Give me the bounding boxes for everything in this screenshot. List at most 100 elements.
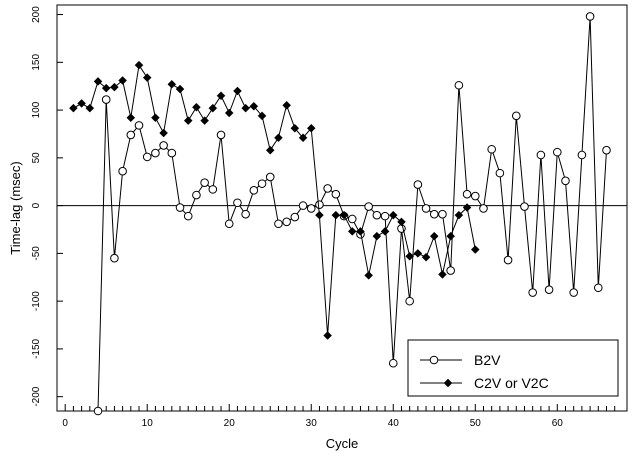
- data-point-c2v: [200, 116, 209, 125]
- data-point-b2v: [413, 180, 423, 189]
- data-point-b2v: [405, 296, 414, 306]
- legend-box: [407, 339, 619, 397]
- data-point-b2v: [323, 184, 332, 193]
- data-point-b2v: [216, 130, 226, 140]
- data-point-b2v: [503, 255, 513, 265]
- x-axis: 0 10 20 30 40 50 60: [62, 404, 616, 429]
- data-point-b2v: [528, 288, 537, 297]
- x-tick-label: 0: [62, 418, 68, 429]
- y-tick-label: 150: [31, 54, 42, 71]
- data-point-b2v: [577, 150, 587, 160]
- data-point-b2v: [183, 211, 193, 221]
- data-point-c2v: [282, 100, 291, 110]
- data-point-c2v: [101, 83, 111, 93]
- data-point-c2v: [167, 79, 177, 89]
- data-point-b2v: [429, 209, 439, 219]
- data-point-c2v: [421, 252, 431, 262]
- data-point-b2v: [265, 172, 275, 182]
- data-point-c2v: [372, 231, 382, 241]
- data-point-b2v: [249, 186, 259, 195]
- data-point-b2v: [110, 253, 119, 263]
- x-tick-label: 10: [142, 418, 154, 429]
- data-point-c2v: [388, 210, 398, 220]
- legend-label-b2v: B2V: [474, 352, 501, 368]
- data-point-c2v: [347, 227, 357, 236]
- data-point-c2v: [413, 249, 423, 258]
- x-tick-label: 20: [224, 418, 236, 429]
- data-point-b2v: [101, 95, 111, 104]
- data-point-b2v: [208, 185, 218, 194]
- data-point-c2v: [249, 101, 259, 111]
- data-point-b2v: [585, 12, 595, 21]
- x-tick-label: 50: [470, 418, 482, 429]
- data-point-b2v: [315, 200, 324, 209]
- data-point-b2v: [593, 283, 603, 293]
- data-point-b2v: [569, 288, 578, 297]
- data-point-b2v: [552, 147, 562, 157]
- data-point-b2v: [462, 189, 472, 199]
- y-tick-label: -50: [31, 246, 42, 261]
- data-point-c2v: [429, 231, 439, 241]
- data-point-c2v: [290, 123, 300, 133]
- data-point-b2v: [126, 130, 136, 140]
- y-axis: -200 -150 -100 -50 0 50 100 150 200: [31, 6, 63, 407]
- data-point-b2v: [421, 204, 431, 213]
- data-point-c2v: [339, 210, 349, 220]
- data-point-b2v: [257, 179, 267, 188]
- data-point-b2v: [306, 204, 316, 213]
- y-tick-label: -100: [31, 291, 42, 311]
- data-point-c2v: [151, 113, 160, 123]
- data-point-b2v: [93, 406, 103, 416]
- data-point-c2v: [298, 133, 308, 143]
- data-point-c2v: [224, 108, 234, 118]
- data-point-c2v: [134, 60, 144, 70]
- data-point-c2v: [438, 270, 447, 279]
- data-point-c2v: [454, 210, 464, 220]
- legend-marker-c2v: [443, 378, 453, 388]
- data-point-b2v: [487, 144, 496, 154]
- data-point-c2v: [241, 103, 250, 113]
- data-point-c2v: [265, 145, 275, 155]
- data-point-b2v: [192, 190, 201, 200]
- data-point-b2v: [470, 191, 480, 201]
- data-point-b2v: [380, 211, 390, 221]
- y-tick-label: 0: [31, 202, 42, 208]
- data-point-c2v: [208, 103, 218, 113]
- data-point-b2v: [495, 168, 505, 178]
- y-tick-label: -200: [31, 386, 42, 406]
- data-point-c2v: [142, 73, 152, 82]
- data-point-c2v: [446, 231, 456, 241]
- data-point-c2v: [315, 210, 324, 220]
- legend-marker-b2v: [429, 355, 439, 365]
- data-point-c2v: [118, 76, 127, 85]
- data-point-b2v: [290, 212, 300, 222]
- data-point-c2v: [126, 113, 136, 123]
- data-point-b2v: [331, 189, 341, 199]
- data-point-c2v: [93, 77, 103, 86]
- y-tick-label: 200: [31, 6, 42, 23]
- data-point-c2v: [364, 270, 374, 280]
- data-point-b2v: [282, 217, 291, 227]
- data-point-b2v: [388, 358, 398, 368]
- data-point-b2v: [454, 80, 464, 90]
- data-point-c2v: [69, 103, 78, 113]
- y-tick-label: -150: [31, 338, 42, 358]
- data-point-c2v: [216, 91, 226, 101]
- data-point-b2v: [536, 150, 546, 160]
- data-point-b2v: [175, 203, 185, 212]
- data-point-b2v: [134, 121, 144, 130]
- y-tick-label: 50: [31, 152, 42, 164]
- data-point-b2v: [118, 166, 127, 176]
- data-point-b2v: [167, 148, 177, 158]
- data-point-b2v: [561, 176, 570, 186]
- x-axis-label: Cycle: [326, 436, 359, 451]
- data-point-c2v: [183, 116, 193, 125]
- data-point-b2v: [372, 210, 382, 220]
- data-point-b2v: [544, 285, 554, 294]
- data-point-c2v: [233, 86, 242, 96]
- series-group: [69, 12, 611, 416]
- data-point-c2v: [192, 102, 201, 112]
- data-point-b2v: [520, 202, 529, 211]
- data-point-c2v: [356, 227, 365, 236]
